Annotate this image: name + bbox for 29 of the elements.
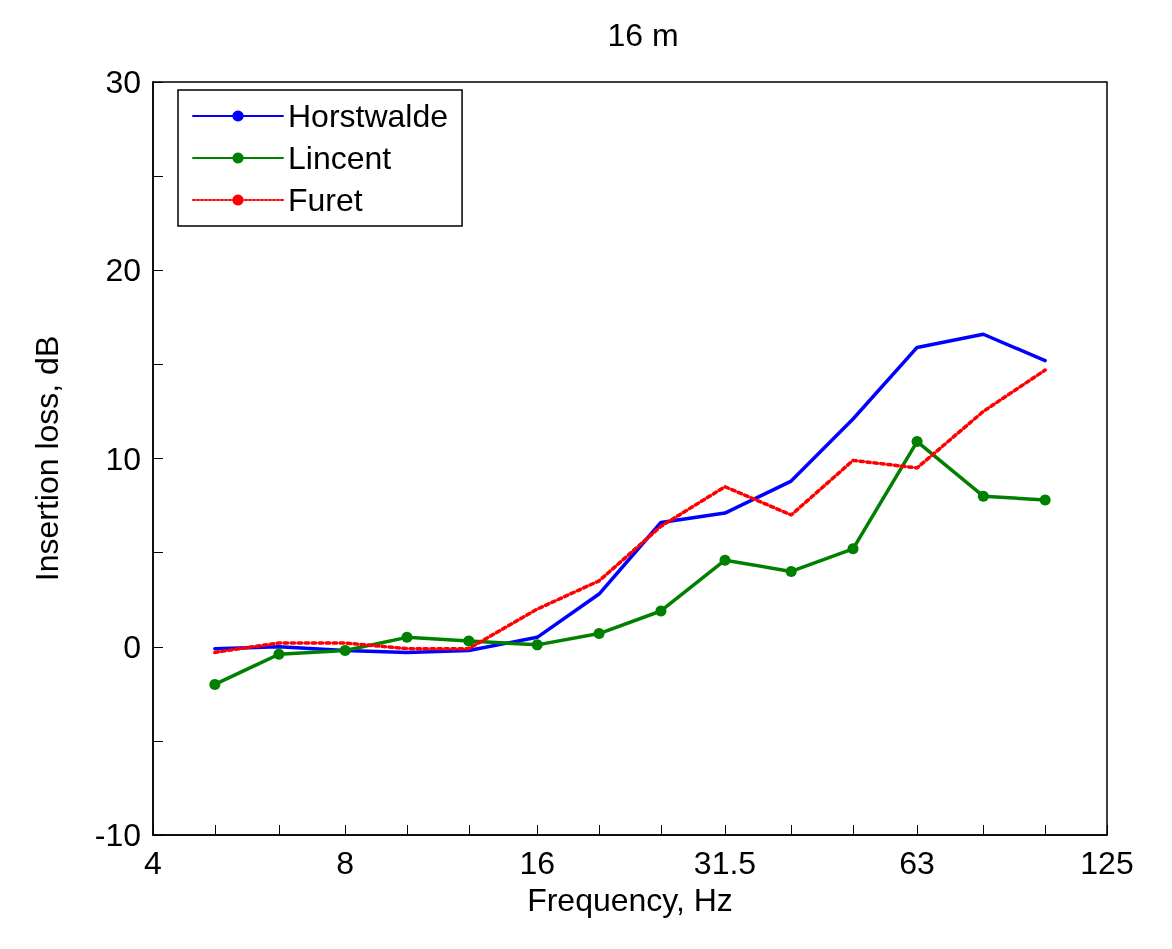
x-tick-label: 125 xyxy=(1080,845,1134,881)
x-tick-label: 31.5 xyxy=(693,845,757,881)
y-tick-label: 30 xyxy=(105,64,141,100)
point xyxy=(1039,494,1051,506)
point xyxy=(209,678,221,690)
y-tick-label: 20 xyxy=(105,252,141,289)
x-tick-label: 63 xyxy=(899,845,935,881)
y-tick-label: 10 xyxy=(105,440,141,477)
y-tick-label: 0 xyxy=(123,628,141,665)
legend-label: Horstwalde xyxy=(288,98,449,134)
x-tick-label: 16 xyxy=(519,845,556,881)
point xyxy=(593,628,605,640)
y-axis-title: Insertion loss, dB xyxy=(29,335,65,582)
x-axis-title: Frequency, Hz xyxy=(527,881,733,918)
x-tick-label: 8 xyxy=(336,845,355,881)
point xyxy=(401,631,413,643)
point xyxy=(719,554,731,566)
legend-label: Lincent xyxy=(288,140,392,176)
point xyxy=(655,605,667,617)
x-tick-label: 4 xyxy=(144,845,162,881)
point xyxy=(785,565,797,577)
point xyxy=(977,490,989,502)
point xyxy=(463,635,475,647)
y-tick-label: -10 xyxy=(94,817,141,853)
point xyxy=(847,543,859,555)
point xyxy=(273,648,285,660)
chart-title: 16 m xyxy=(607,17,679,53)
legend-label: Furet xyxy=(288,182,363,218)
point xyxy=(911,436,923,448)
